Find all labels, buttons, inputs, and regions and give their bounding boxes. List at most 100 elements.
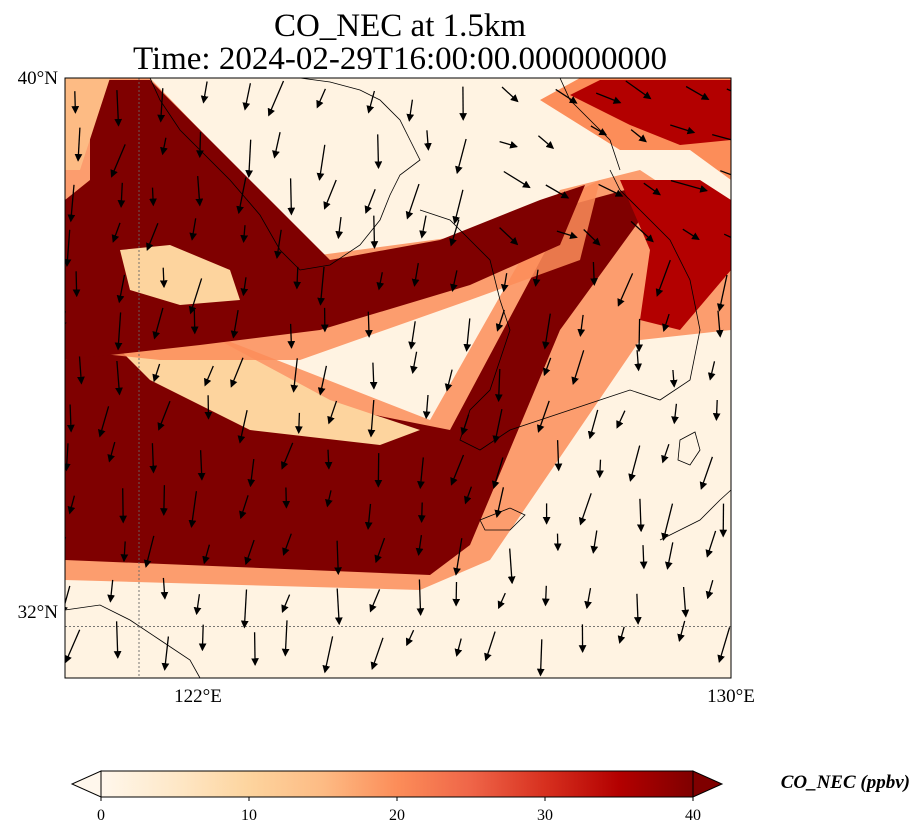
colorbar-tick-label: 30 <box>537 807 553 824</box>
wind-arrow <box>633 593 642 625</box>
wind-arrow <box>190 309 199 335</box>
wind-arrow <box>67 495 76 515</box>
wind-arrow <box>705 530 717 558</box>
wind-arrow <box>636 498 645 533</box>
wind-arrow <box>450 270 458 292</box>
wind-arrow <box>541 585 550 607</box>
wind-arrow <box>595 92 622 104</box>
wind-arrow <box>325 490 333 508</box>
wind-vectors <box>65 80 731 677</box>
wind-arrow <box>415 535 424 556</box>
concentration-field <box>65 78 731 678</box>
wind-arrow <box>463 318 472 352</box>
wind-arrow <box>149 443 158 474</box>
wind-arrow <box>116 274 126 304</box>
wind-arrow <box>295 412 303 434</box>
wind-arrow <box>230 357 244 388</box>
wind-arrow <box>110 144 126 178</box>
wind-arrow <box>634 350 643 372</box>
wind-arrow <box>419 215 427 239</box>
colorbar-title: CO_NEC (ppbv) <box>781 772 910 793</box>
wind-arrow <box>670 124 696 135</box>
wind-arrow <box>495 309 505 332</box>
wind-arrow <box>364 311 373 338</box>
wind-arrow <box>159 267 168 289</box>
wind-arrow <box>196 132 204 159</box>
wind-arrow <box>161 636 170 671</box>
wind-arrow <box>369 589 381 613</box>
wind-arrow <box>452 189 464 225</box>
wind-arrow <box>195 176 204 207</box>
wind-arrow <box>583 229 601 246</box>
wind-arrow <box>65 443 71 472</box>
wind-arrow <box>455 138 467 175</box>
wind-arrow <box>671 403 679 425</box>
wind-arrow <box>316 88 326 109</box>
wind-arrow <box>189 218 198 241</box>
wind-arrow <box>240 589 249 629</box>
wind-arrow <box>74 127 83 162</box>
wind-arrow <box>492 408 503 444</box>
wind-arrow <box>230 309 239 339</box>
wind-arrow <box>327 400 338 425</box>
wind-arrow <box>374 134 383 170</box>
wind-arrow <box>323 179 337 210</box>
colorbar-gradient <box>100 770 694 798</box>
wind-arrow <box>117 182 126 208</box>
wind-arrow <box>662 313 670 332</box>
wind-arrow <box>577 314 586 337</box>
wind-arrow <box>157 88 166 123</box>
wind-arrow <box>65 629 81 664</box>
wind-arrow <box>146 223 159 252</box>
wind-arrow <box>500 273 509 293</box>
wind-arrow <box>670 179 708 193</box>
wind-arrow <box>202 544 211 565</box>
wind-arrow <box>113 621 122 659</box>
wind-arrow <box>422 394 431 420</box>
wind-arrow <box>236 177 247 215</box>
x-tick-label-122: 122°E <box>174 686 222 707</box>
wind-arrow <box>71 91 80 114</box>
wind-arrow <box>160 485 168 516</box>
wind-arrow <box>494 368 503 403</box>
wind-arrow <box>598 183 624 197</box>
wind-arrow <box>716 274 728 312</box>
wind-arrow <box>239 495 249 520</box>
wind-arrow <box>450 454 465 486</box>
wind-arrow <box>242 83 252 111</box>
wind-arrow <box>460 414 470 436</box>
wind-arrow <box>114 312 123 351</box>
wind-arrow <box>245 139 254 178</box>
wind-arrow <box>334 540 342 576</box>
colorbar-tick-label: 20 <box>389 807 405 824</box>
wind-arrow <box>364 189 376 214</box>
wind-arrow <box>499 140 518 149</box>
coastlines <box>65 78 731 678</box>
wind-arrow <box>251 632 259 666</box>
wind-arrow <box>287 178 296 216</box>
wind-arrow <box>143 535 155 568</box>
wind-arrow <box>537 135 555 150</box>
wind-arrow <box>655 259 671 297</box>
wind-arrow <box>536 400 550 433</box>
wind-arrow <box>417 502 426 523</box>
wind-arrow <box>274 229 282 259</box>
wind-arrow <box>160 577 169 600</box>
wind-arrow <box>661 503 674 542</box>
wind-arrow <box>639 545 648 570</box>
wind-arrow <box>406 99 415 122</box>
wind-arrow <box>410 351 418 374</box>
wind-arrow <box>65 229 72 267</box>
wind-arrow <box>491 457 504 489</box>
wind-arrow <box>369 362 378 390</box>
wind-arrow <box>160 137 168 156</box>
colorbar-tick-label: 10 <box>241 807 257 824</box>
wind-arrow <box>587 409 599 440</box>
map-title: CO_NEC at 1.5km <box>273 8 527 44</box>
wind-arrow <box>661 443 670 464</box>
wind-arrow <box>712 133 731 141</box>
gridlines <box>65 78 731 678</box>
wind-arrow <box>67 184 76 223</box>
wind-arrow <box>617 626 626 644</box>
